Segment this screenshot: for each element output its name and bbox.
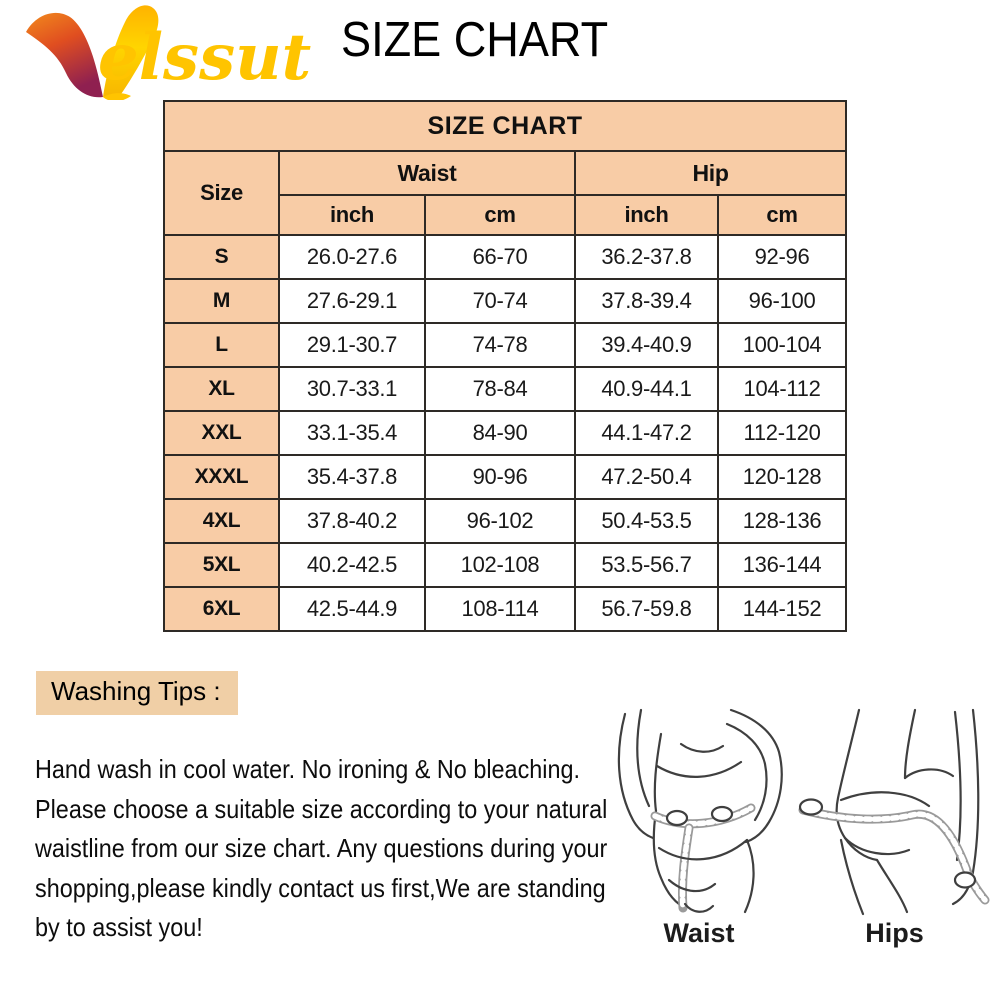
size-table-row: 5XL 40.2-42.5 102-108 53.5-56.7 136-144 [163, 542, 848, 588]
cell-waist-cm: 90-96 [424, 454, 576, 500]
table-title: SIZE CHART [162, 100, 848, 152]
cell-waist-cm: 74-78 [424, 322, 576, 368]
size-table-row: XL 30.7-33.1 78-84 40.9-44.1 104-112 [163, 366, 848, 412]
cell-hip-inch: 53.5-56.7 [574, 542, 719, 588]
cell-size: XL [163, 366, 280, 412]
cell-size: 4XL [163, 498, 280, 544]
cell-waist-inch: 42.5-44.9 [278, 586, 426, 632]
table-unit-header-row: inch cm inch cm [164, 194, 848, 236]
washing-tips-heading: Washing Tips : [36, 671, 238, 715]
cell-hip-inch: 44.1-47.2 [574, 410, 719, 456]
cell-size: S [163, 234, 280, 280]
col-header-hip-cm: cm [716, 194, 848, 236]
waist-figure: Waist [608, 708, 790, 949]
col-header-waist: Waist [278, 150, 576, 196]
cell-waist-inch: 33.1-35.4 [278, 410, 426, 456]
cell-waist-inch: 37.8-40.2 [278, 498, 426, 544]
cell-hip-inch: 47.2-50.4 [574, 454, 719, 500]
col-header-size: Size [163, 150, 280, 236]
size-table-row: M 27.6-29.1 70-74 37.8-39.4 96-100 [163, 278, 848, 324]
size-table-row: XXXL 35.4-37.8 90-96 47.2-50.4 120-128 [163, 454, 848, 500]
size-table-row: XXL 33.1-35.4 84-90 44.1-47.2 112-120 [163, 410, 848, 456]
cell-waist-cm: 96-102 [424, 498, 576, 544]
logo-v-right-ribbon [103, 5, 159, 100]
size-table: SIZE CHART Size Waist Hip inch cm inch c… [162, 100, 848, 632]
cell-size: 6XL [163, 586, 280, 632]
logo-wordmark: elssut [98, 20, 311, 95]
hips-figure-label: Hips [865, 918, 924, 948]
table-title-row: SIZE CHART [162, 100, 848, 152]
size-table-row: 4XL 37.8-40.2 96-102 50.4-53.5 128-136 [163, 498, 848, 544]
cell-waist-inch: 29.1-30.7 [278, 322, 426, 368]
size-table-row: S 26.0-27.6 66-70 36.2-37.8 92-96 [163, 234, 848, 280]
col-header-hip: Hip [573, 150, 848, 196]
cell-size: L [163, 322, 280, 368]
cell-hip-cm: 112-120 [716, 410, 848, 456]
col-header-hip-inch: inch [574, 194, 719, 236]
velssut-logo-icon: elssut [26, 5, 311, 102]
cell-waist-cm: 66-70 [424, 234, 576, 280]
logo-v-left-ribbon [26, 12, 103, 98]
col-header-waist-cm: cm [424, 194, 576, 236]
cell-waist-inch: 30.7-33.1 [278, 366, 426, 412]
waist-figure-label: Waist [663, 918, 735, 948]
cell-hip-cm: 120-128 [716, 454, 848, 500]
cell-size: XXL [163, 410, 280, 456]
waist-measurement-icon [617, 708, 783, 914]
cell-waist-inch: 27.6-29.1 [278, 278, 426, 324]
cell-hip-cm: 104-112 [716, 366, 848, 412]
cell-waist-cm: 84-90 [424, 410, 576, 456]
hips-figure: Hips [796, 708, 993, 949]
logo-v-tail [103, 93, 131, 102]
size-table-row: L 29.1-30.7 74-78 39.4-40.9 100-104 [163, 322, 848, 368]
cell-hip-cm: 100-104 [716, 322, 848, 368]
cell-hip-cm: 92-96 [716, 234, 848, 280]
cell-hip-cm: 144-152 [716, 586, 848, 632]
cell-hip-inch: 37.8-39.4 [574, 278, 719, 324]
washing-tips-text: Hand wash in cool water. No ironing & No… [35, 754, 608, 942]
cell-hip-inch: 50.4-53.5 [574, 498, 719, 544]
cell-hip-inch: 40.9-44.1 [574, 366, 719, 412]
measurement-figures: Waist [608, 708, 993, 949]
cell-hip-inch: 39.4-40.9 [574, 322, 719, 368]
cell-hip-cm: 136-144 [716, 542, 848, 588]
cell-waist-inch: 35.4-37.8 [278, 454, 426, 500]
cell-waist-cm: 70-74 [424, 278, 576, 324]
cell-waist-inch: 40.2-42.5 [278, 542, 426, 588]
cell-hip-inch: 56.7-59.8 [574, 586, 719, 632]
cell-waist-cm: 108-114 [424, 586, 576, 632]
cell-size: XXXL [163, 454, 280, 500]
col-header-waist-inch: inch [278, 194, 426, 236]
cell-hip-cm: 128-136 [716, 498, 848, 544]
cell-waist-inch: 26.0-27.6 [278, 234, 426, 280]
table-group-header-row: Size Waist Hip [163, 150, 848, 236]
cell-size: M [163, 278, 280, 324]
size-table-row: 6XL 42.5-44.9 108-114 56.7-59.8 144-152 [163, 586, 848, 632]
cell-hip-inch: 36.2-37.8 [574, 234, 719, 280]
cell-waist-cm: 102-108 [424, 542, 576, 588]
page-title: SIZE CHART [341, 13, 609, 67]
cell-waist-cm: 78-84 [424, 366, 576, 412]
hips-measurement-icon [798, 708, 990, 916]
cell-hip-cm: 96-100 [716, 278, 848, 324]
cell-size: 5XL [163, 542, 280, 588]
brand-logo: elssut [14, 0, 324, 102]
